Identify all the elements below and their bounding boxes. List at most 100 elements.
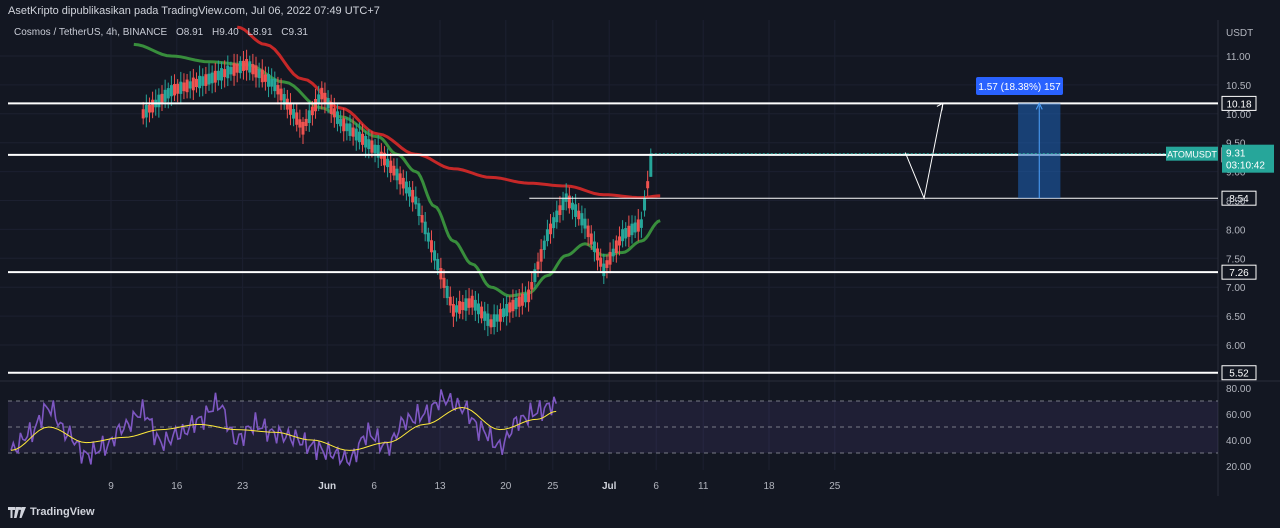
candle-body	[523, 293, 527, 303]
time-tick-label: 18	[763, 481, 775, 492]
time-tick-label: 6	[653, 481, 659, 492]
candle-body	[498, 309, 502, 322]
candle-body	[357, 131, 361, 143]
candle-body	[282, 94, 286, 105]
candle-body	[182, 82, 186, 92]
candle-body	[445, 285, 449, 299]
candle-body	[198, 75, 202, 89]
candle-body	[151, 99, 155, 113]
candle-body	[144, 104, 148, 118]
candle-body	[476, 303, 480, 315]
candle-body	[627, 225, 631, 237]
candle-body	[160, 93, 164, 103]
candle-body	[533, 269, 537, 282]
ema-slow-line	[236, 25, 661, 200]
ohlc-low: L8.91	[247, 27, 273, 38]
tradingview-logo-icon	[8, 506, 26, 518]
symbol-tag-label: ATOMUSDT	[1167, 150, 1217, 160]
candle-body	[191, 77, 195, 91]
candle-body	[455, 305, 459, 313]
candle-body	[467, 298, 471, 308]
grid	[0, 20, 1280, 496]
rsi-tick-label: 20.00	[1226, 462, 1251, 473]
candle-body	[273, 78, 277, 92]
candle-body	[348, 123, 352, 136]
rsi-tick-label: 80.00	[1226, 384, 1251, 395]
level-label-box	[1221, 264, 1257, 280]
candle-body	[392, 165, 396, 176]
time-tick-label: 23	[237, 481, 249, 492]
ohlc-high: H9.40	[212, 27, 239, 38]
candle-body	[624, 228, 628, 239]
candle-body	[288, 103, 292, 115]
candle-body	[552, 217, 556, 229]
candle-body	[238, 61, 242, 74]
candle-body	[567, 195, 571, 209]
candle-body	[404, 181, 408, 194]
candle-body	[279, 88, 283, 101]
price-tick-label: 8.00	[1226, 225, 1246, 236]
projection-path[interactable]	[904, 103, 944, 200]
level-label: 8.54	[1229, 194, 1249, 205]
candle-body	[448, 296, 452, 306]
price-tick-label: 10.00	[1226, 110, 1251, 121]
candle-body	[621, 229, 625, 242]
candle-body	[339, 118, 343, 127]
price-axis[interactable]: USDT 11.00 10.50 10.00 9.50 9.00 8.50 8.00 7.50 7…	[650, 28, 1274, 473]
candle-body	[599, 257, 603, 267]
symbol-legend[interactable]: Cosmos / TetherUS, 4h, BINANCE O8.91 H9.…	[14, 27, 314, 38]
candle-body	[157, 94, 161, 108]
candles	[141, 49, 653, 337]
candle-body	[408, 187, 412, 197]
symbol-tag-box[interactable]	[1166, 146, 1218, 161]
horizontal-levels[interactable]: 10.189.298.547.265.52	[8, 95, 1257, 381]
tradingview-brand[interactable]: TradingView	[8, 506, 95, 518]
candle-body	[473, 299, 477, 311]
candle-body	[207, 73, 211, 85]
candle-body	[417, 203, 421, 217]
candle-body	[458, 301, 462, 314]
candle-body	[549, 223, 553, 235]
candle-body	[530, 282, 534, 290]
candle-body	[564, 193, 568, 202]
publisher-header: AsetKripto dipublikasikan pada TradingVi…	[8, 5, 380, 17]
candle-body	[395, 168, 399, 181]
candle-body	[401, 177, 405, 189]
candle-body	[210, 72, 214, 84]
candle-body	[539, 249, 543, 262]
candle-body	[570, 202, 574, 210]
candle-body	[511, 299, 515, 312]
projection-arrow[interactable]	[904, 102, 944, 200]
candle-body	[314, 99, 318, 112]
candle-body	[270, 78, 274, 87]
time-axis[interactable]: 9 16 23 Jun 6 13 20 25 Jul 6 11 18 25	[108, 481, 841, 492]
current-price-box[interactable]	[1222, 144, 1274, 173]
candle-body	[386, 158, 390, 168]
measure-tool[interactable]: 1.57 (18.38%) 157	[976, 77, 1063, 199]
candle-body	[414, 196, 418, 205]
candle-body	[589, 233, 593, 245]
candle-body	[332, 108, 336, 118]
candle-body	[502, 308, 506, 318]
candle-body	[241, 60, 245, 71]
candle-body	[630, 223, 634, 236]
candle-body	[382, 152, 386, 166]
candle-body	[173, 84, 177, 96]
candle-body	[486, 313, 490, 326]
candle-body	[611, 248, 615, 257]
rsi-pane	[8, 389, 1218, 467]
candle-body	[605, 260, 609, 268]
candle-body	[323, 92, 327, 104]
time-tick-label: Jul	[602, 481, 617, 492]
measure-arrowhead	[1035, 102, 1043, 110]
candle-body	[307, 110, 311, 124]
level-label-box	[1221, 190, 1257, 206]
candle-countdown: 03:10:42	[1226, 161, 1265, 172]
price-tick-label: 6.50	[1226, 312, 1246, 323]
brand-name: TradingView	[30, 506, 95, 518]
candle-body	[220, 68, 224, 81]
candle-body	[426, 232, 430, 242]
